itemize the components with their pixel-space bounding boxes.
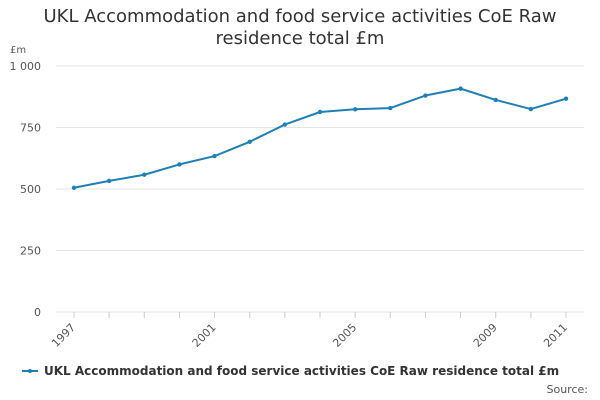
data-point[interactable] xyxy=(106,178,112,184)
y-axis-unit-label: £m xyxy=(10,45,27,56)
x-tick-label: 2009 xyxy=(471,321,500,350)
data-point[interactable] xyxy=(317,109,323,115)
data-point[interactable] xyxy=(282,122,288,127)
y-tick-label: 750 xyxy=(20,122,41,135)
legend[interactable]: UKL Accommodation and food service activ… xyxy=(22,364,559,378)
x-tick-labels: 1997 2001 2005 2009 2011 xyxy=(49,312,570,350)
data-point[interactable] xyxy=(423,93,428,98)
data-point[interactable] xyxy=(493,97,498,103)
data-point[interactable] xyxy=(528,106,534,112)
chart-title: UKL Accommodation and food service activ… xyxy=(43,6,557,49)
data-point[interactable] xyxy=(458,86,463,91)
data-point[interactable] xyxy=(177,162,182,167)
series-layer xyxy=(71,86,569,190)
x-tick-label: 2005 xyxy=(330,321,359,350)
data-point[interactable] xyxy=(352,107,358,112)
series-line-0 xyxy=(73,87,567,189)
y-tick-label: 250 xyxy=(20,245,41,258)
legend-label: UKL Accommodation and food service activ… xyxy=(44,364,560,378)
y-tick-label: 1 000 xyxy=(10,60,42,73)
y-tick-label: 0 xyxy=(34,306,41,319)
data-point[interactable] xyxy=(71,185,77,190)
x-tick-label: 2001 xyxy=(190,321,219,350)
data-point[interactable] xyxy=(247,139,252,144)
x-tick-label: 1997 xyxy=(49,321,78,350)
y-tick-labels: 0 250 500 750 1 000 xyxy=(10,60,42,319)
legend-swatch-icon xyxy=(22,365,38,377)
y-tick-label: 500 xyxy=(20,183,41,196)
data-point[interactable] xyxy=(388,105,393,111)
data-point[interactable] xyxy=(212,153,217,159)
source-label: Source: xyxy=(546,383,589,396)
data-point[interactable] xyxy=(563,96,569,101)
x-tick-label: 2011 xyxy=(541,321,570,350)
data-point[interactable] xyxy=(142,172,147,177)
